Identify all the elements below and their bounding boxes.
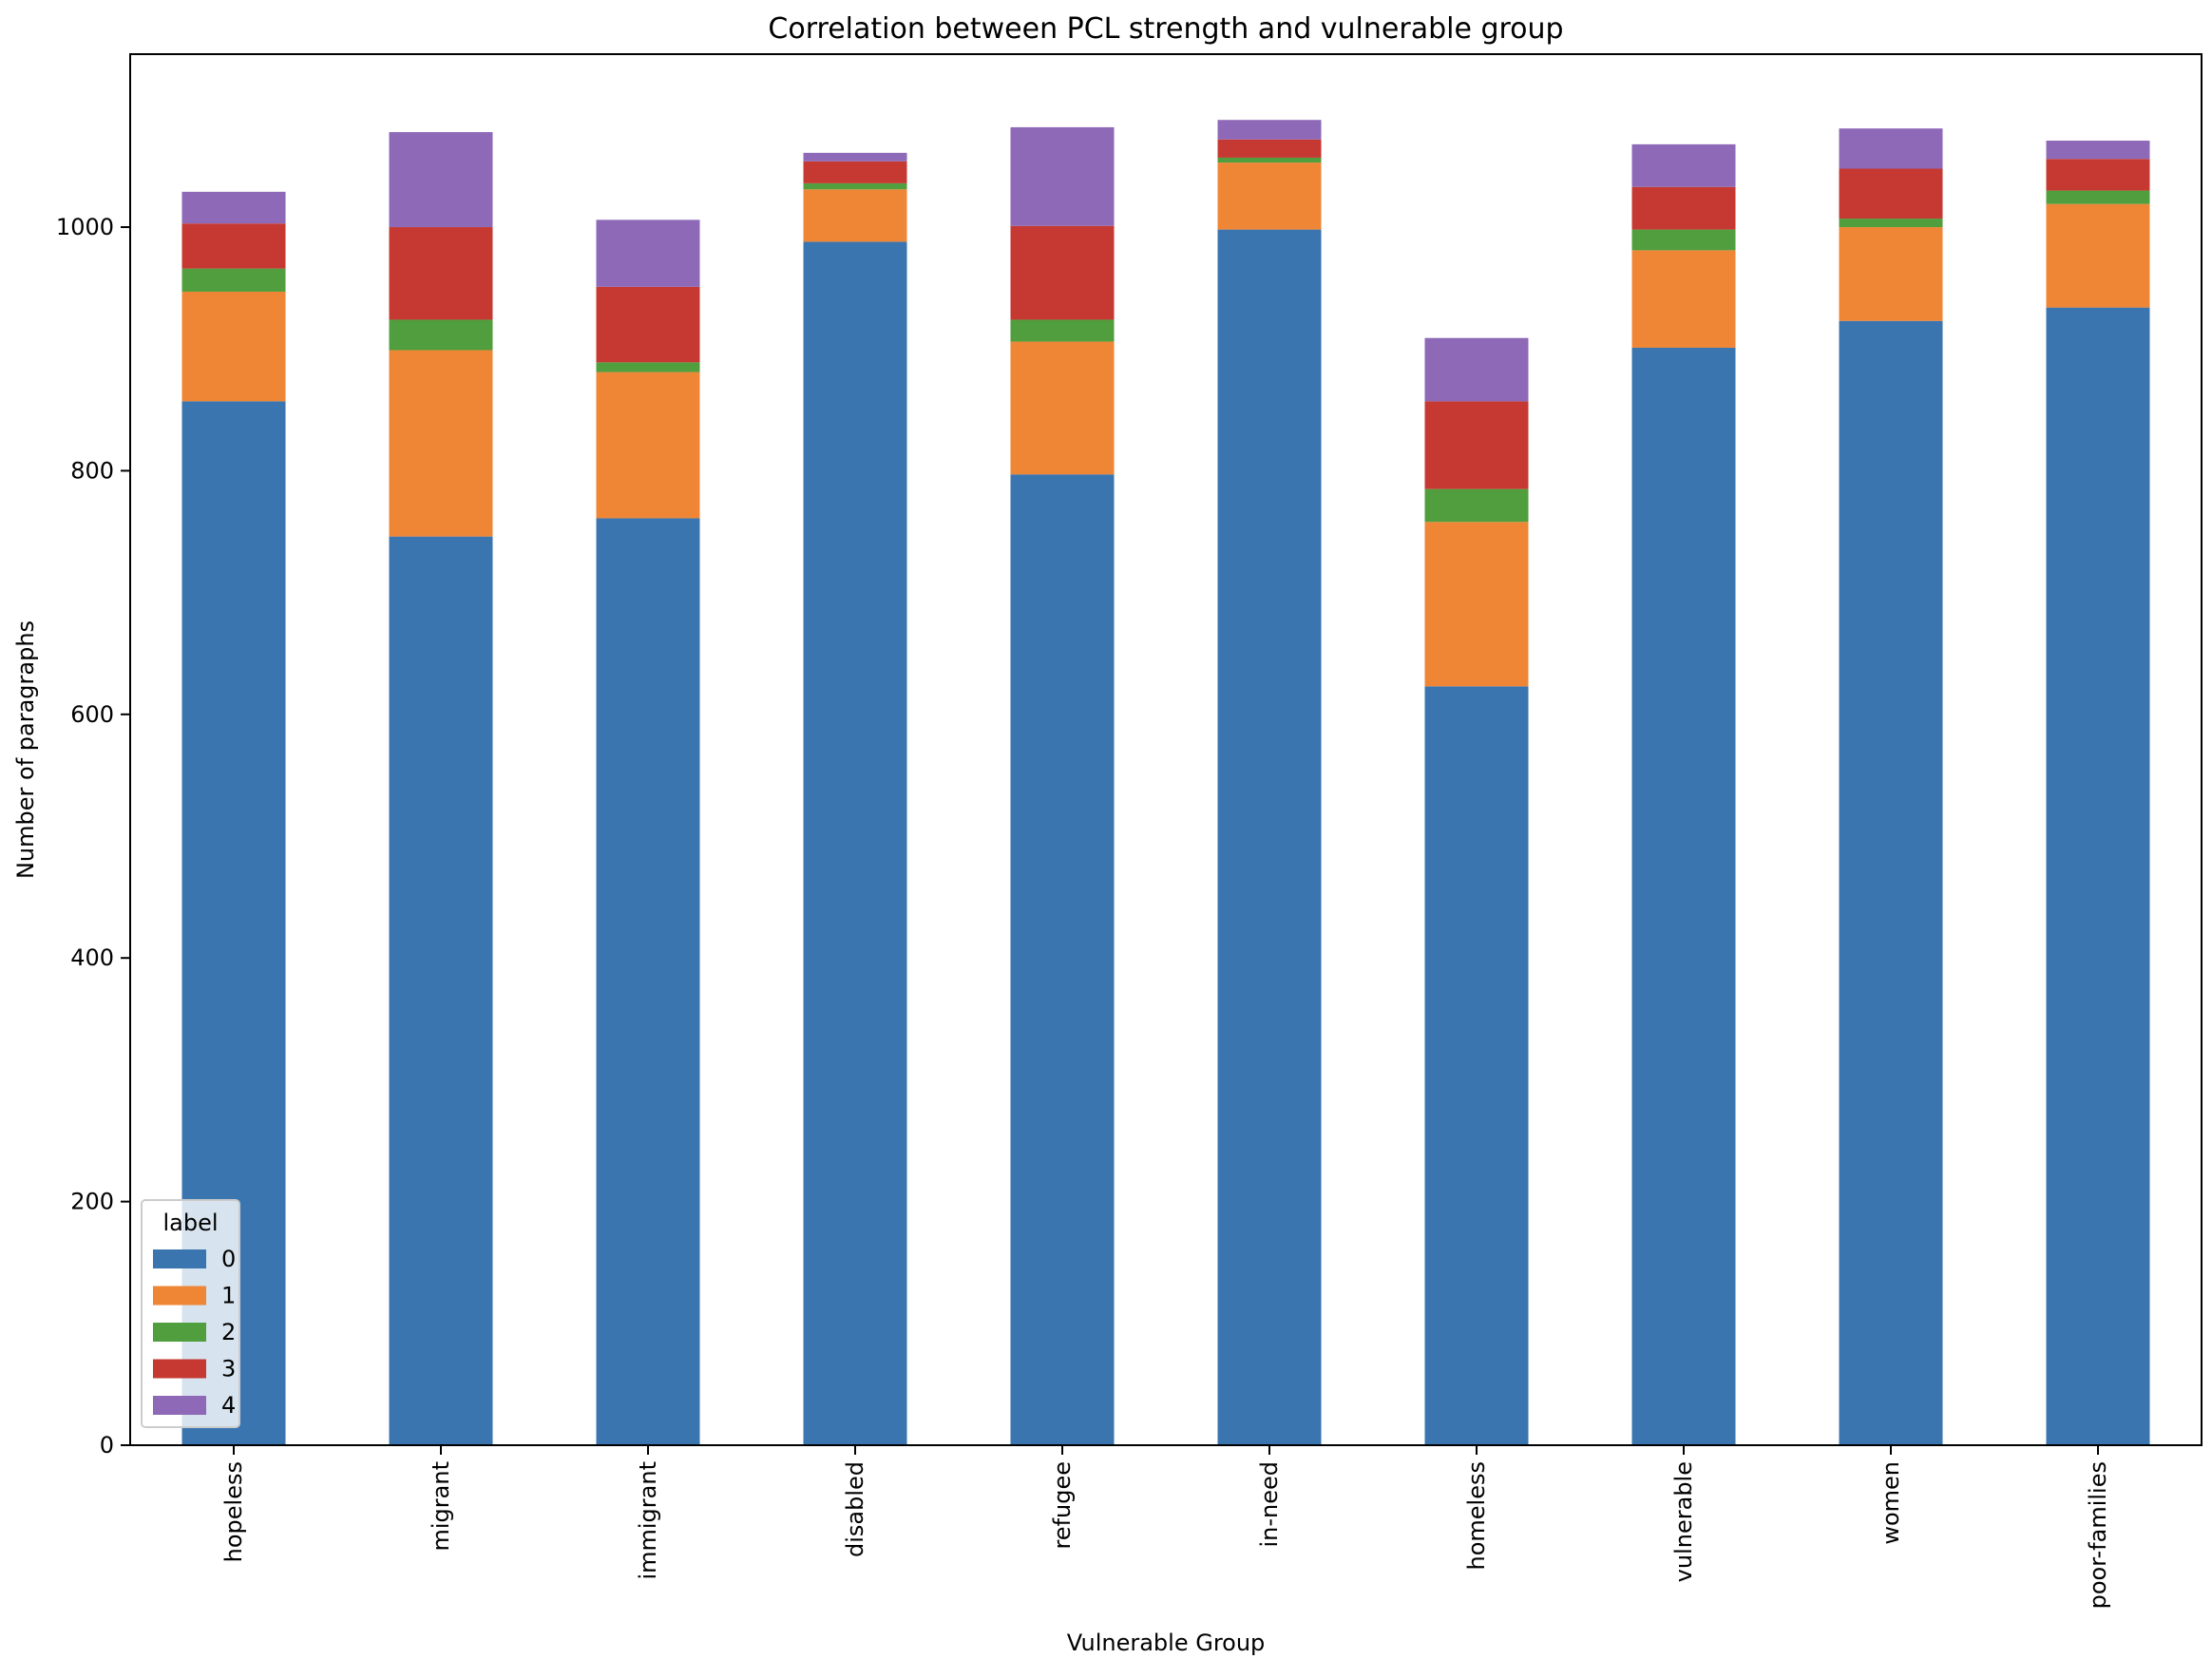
bar-vulnerable-label-0 xyxy=(1631,347,1736,1445)
bar-migrant-label-0 xyxy=(389,536,493,1445)
bar-vulnerable-label-4 xyxy=(1631,143,1736,187)
y-tick-label: 0 xyxy=(100,1432,114,1459)
x-tick-label: vulnerable xyxy=(1670,1461,1697,1582)
bar-migrant-label-3 xyxy=(389,227,493,320)
bar-hopeless-label-3 xyxy=(181,223,286,269)
bar-hopeless-label-4 xyxy=(181,191,286,224)
bar-vulnerable-label-3 xyxy=(1631,186,1736,230)
bar-immigrant-label-2 xyxy=(596,362,700,372)
bar-in-need-label-0 xyxy=(1217,229,1322,1446)
y-axis-label: Number of paragraphs xyxy=(12,620,39,879)
legend-label-4: 4 xyxy=(221,1392,236,1419)
bar-women-label-3 xyxy=(1839,168,1943,219)
bar-in-need-label-2 xyxy=(1217,157,1322,163)
bar-refugee-label-0 xyxy=(1010,474,1115,1445)
x-tick-label: homeless xyxy=(1463,1461,1490,1570)
legend-label-1: 1 xyxy=(221,1283,236,1309)
bar-disabled-label-3 xyxy=(803,161,907,183)
bar-disabled-label-0 xyxy=(803,241,907,1445)
x-tick-label: hopeless xyxy=(220,1461,247,1562)
bars-layer xyxy=(181,120,2150,1446)
bar-women-label-2 xyxy=(1839,219,1943,228)
legend-label-2: 2 xyxy=(221,1319,236,1345)
bar-poor-families-label-4 xyxy=(2046,141,2150,160)
bar-poor-families-label-2 xyxy=(2046,190,2150,204)
bar-vulnerable-label-1 xyxy=(1631,250,1736,348)
bar-women-label-1 xyxy=(1839,227,1943,321)
legend-swatch-1 xyxy=(153,1286,206,1306)
bar-in-need-label-3 xyxy=(1217,139,1322,158)
bar-hopeless-label-2 xyxy=(181,268,286,292)
x-tick-label: women xyxy=(1878,1461,1904,1545)
bar-vulnerable-label-2 xyxy=(1631,229,1736,251)
legend-swatch-2 xyxy=(153,1323,206,1342)
legend-label-0: 0 xyxy=(221,1246,236,1272)
bar-migrant-label-1 xyxy=(389,350,493,537)
bar-immigrant-label-4 xyxy=(596,219,700,287)
y-tick-label: 200 xyxy=(70,1189,114,1215)
legend-title: label xyxy=(162,1210,218,1236)
chart-title: Correlation between PCL strength and vul… xyxy=(768,12,1563,46)
bar-disabled-label-2 xyxy=(803,182,907,190)
bar-homeless-label-0 xyxy=(1424,686,1529,1445)
x-tick-label: disabled xyxy=(842,1461,868,1557)
bar-homeless-label-1 xyxy=(1424,522,1529,687)
bar-migrant-label-2 xyxy=(389,319,493,351)
y-tick-label: 400 xyxy=(70,944,114,971)
axes-layer xyxy=(129,53,2202,1446)
bar-women-label-4 xyxy=(1839,128,1943,169)
bar-immigrant-label-3 xyxy=(596,286,700,363)
legend-swatch-3 xyxy=(153,1359,206,1379)
x-tick-label: migrant xyxy=(428,1461,454,1551)
x-tick-label: immigrant xyxy=(635,1461,661,1580)
bar-immigrant-label-0 xyxy=(596,518,700,1445)
x-tick-label: poor-families xyxy=(2085,1461,2111,1609)
ticks-layer: 0 200 400 600 800 1000 hopeless migrant immigran… xyxy=(56,214,2111,1609)
bar-immigrant-label-1 xyxy=(596,372,700,519)
legend-swatch-0 xyxy=(153,1249,206,1268)
y-tick-label: 1000 xyxy=(56,214,114,240)
y-tick-label: 600 xyxy=(70,701,114,728)
x-tick-label: in-need xyxy=(1256,1461,1283,1548)
bar-refugee-label-4 xyxy=(1010,126,1115,226)
bar-disabled-label-1 xyxy=(803,189,907,242)
bar-in-need-label-1 xyxy=(1217,162,1322,230)
bar-in-need-label-4 xyxy=(1217,120,1322,140)
x-tick-label: refugee xyxy=(1049,1461,1076,1550)
bar-disabled-label-4 xyxy=(803,152,907,162)
y-tick-label: 800 xyxy=(70,457,114,484)
bar-refugee-label-2 xyxy=(1010,319,1115,342)
legend-label-3: 3 xyxy=(221,1356,236,1382)
bar-homeless-label-2 xyxy=(1424,488,1529,523)
bar-poor-families-label-0 xyxy=(2046,307,2150,1446)
bar-hopeless-label-1 xyxy=(181,291,286,402)
legend-swatch-4 xyxy=(153,1396,206,1415)
bar-poor-families-label-1 xyxy=(2046,203,2150,308)
bar-refugee-label-1 xyxy=(1010,341,1115,475)
bar-women-label-0 xyxy=(1839,320,1943,1446)
bar-migrant-label-4 xyxy=(389,132,493,228)
bar-homeless-label-4 xyxy=(1424,337,1529,402)
plot-frame xyxy=(129,53,2202,1446)
bar-poor-families-label-3 xyxy=(2046,159,2150,191)
x-axis-label: Vulnerable Group xyxy=(1067,1630,1266,1656)
bar-homeless-label-3 xyxy=(1424,401,1529,489)
bar-refugee-label-3 xyxy=(1010,225,1115,320)
